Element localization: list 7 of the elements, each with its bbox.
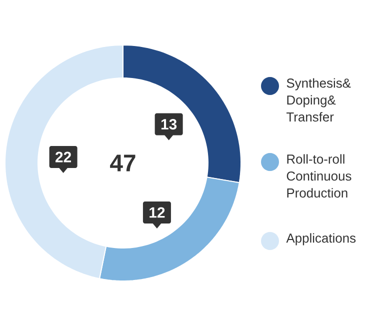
data-label: 12 <box>150 207 165 218</box>
legend-label: Roll-to-roll Continuous Production <box>286 154 352 198</box>
text: 47 <box>110 154 136 172</box>
legend-label: Synthesis& Doping& Transfer <box>286 78 351 122</box>
data-label: 22 <box>56 152 71 162</box>
legend-label: Applications <box>286 233 356 246</box>
data-label: 13 <box>161 118 177 130</box>
